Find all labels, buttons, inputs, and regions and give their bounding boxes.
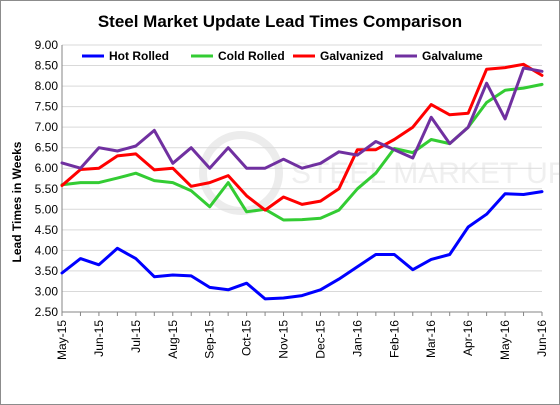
y-tick-label: 5.00 — [35, 202, 59, 216]
series-line-galvanized — [60, 62, 544, 212]
y-tick-label: 9.00 — [35, 38, 59, 52]
legend-label-galvanized: Galvanized — [320, 49, 383, 63]
y-tick-label: 8.00 — [35, 79, 59, 93]
series-line-cold-rolled — [60, 82, 544, 222]
y-tick-label: 3.00 — [35, 284, 59, 298]
legend-label-cold-rolled: Cold Rolled — [218, 49, 285, 63]
y-tick-label: 6.50 — [35, 141, 59, 155]
x-tick-label: Apr-16 — [461, 320, 475, 356]
x-tick-label: Dec-15 — [313, 320, 327, 359]
legend-label-hot-rolled: Hot Rolled — [109, 49, 169, 63]
x-tick-label: Jun-15 — [92, 320, 106, 357]
x-tick-label: Jun-16 — [535, 320, 549, 357]
watermark-logo — [199, 131, 283, 215]
y-tick-label: 4.00 — [35, 243, 59, 257]
y-tick-labels: 2.50 3.00 3.50 4.00 4.50 5.00 5.50 6.00 6.50 7.00… — [35, 38, 59, 319]
y-tick-label: 3.50 — [35, 264, 59, 278]
x-tick-label: Sep-15 — [203, 320, 217, 359]
series-line-galvalume — [60, 66, 544, 170]
x-tick-label: Feb-16 — [387, 320, 401, 358]
x-tick-label: May-16 — [498, 320, 512, 360]
y-tick-label: 5.50 — [35, 182, 59, 196]
watermark-text: STEEL MARKET UPDATE — [291, 157, 559, 190]
x-tick-label: Jan-16 — [350, 320, 364, 357]
y-axis-label: Lead Times in Weeks — [10, 141, 24, 262]
series-lines — [60, 62, 544, 301]
axes — [61, 45, 543, 316]
x-tick-label: May-15 — [55, 320, 69, 360]
series-line-hot-rolled — [60, 190, 544, 301]
x-tick-labels: May-15 Jun-15 Jul-15 Aug-15 Sep-15 Oct-15 Nov-… — [55, 320, 549, 360]
legend-label-galvalume: Galvalume — [422, 49, 483, 63]
y-tick-label: 7.00 — [35, 120, 59, 134]
chart-title: Steel Market Update Lead Times Compariso… — [98, 12, 462, 31]
x-tick-label: Mar-16 — [424, 320, 438, 358]
y-tick-label: 4.50 — [35, 223, 59, 237]
y-tick-label: 7.50 — [35, 100, 59, 114]
x-tick-label: Jul-15 — [129, 320, 143, 353]
y-tick-label: 8.50 — [35, 59, 59, 73]
x-tick-label: Nov-15 — [277, 320, 291, 359]
y-tick-label: 2.50 — [35, 305, 59, 319]
legend: Hot Rolled Cold Rolled Galvanized Galvalume — [82, 49, 483, 63]
x-tick-label: Aug-15 — [166, 320, 180, 359]
y-tick-label: 6.00 — [35, 161, 59, 175]
watermark: STEEL MARKET UPDATE — [199, 131, 559, 215]
x-tick-label: Oct-15 — [240, 320, 254, 356]
